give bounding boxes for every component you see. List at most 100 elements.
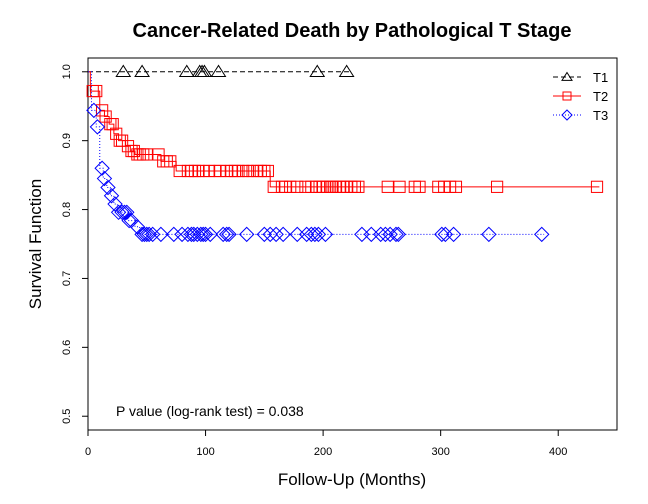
censor-marker: [390, 226, 407, 243]
censor-marker: [268, 226, 284, 243]
censor-marker: [310, 226, 327, 243]
series-t3: [86, 71, 550, 243]
censor-marker: [90, 84, 103, 98]
censor-marker: [309, 64, 326, 78]
censor-marker: [191, 64, 208, 78]
censor-marker: [238, 226, 255, 243]
censor-marker: [195, 226, 211, 243]
censor-marker: [284, 180, 297, 193]
censor-marker: [381, 180, 394, 193]
legend-label: T2: [593, 89, 608, 104]
censor-marker: [103, 188, 120, 204]
y-tick-label: 0.8: [61, 202, 73, 217]
censor-marker: [136, 226, 153, 243]
censor-marker: [134, 64, 150, 78]
censor-marker: [256, 226, 273, 243]
x-tick-label: 100: [196, 446, 214, 458]
censor-marker: [178, 64, 195, 78]
censor-marker: [166, 226, 182, 243]
censor-marker: [534, 226, 550, 243]
censor-marker: [140, 148, 153, 161]
censor-marker: [352, 180, 365, 193]
survival-curve-t3: [88, 71, 545, 235]
legend-marker: [561, 109, 573, 121]
x-tick-label: 0: [85, 446, 91, 458]
censor-marker: [388, 226, 404, 243]
censor-marker: [213, 164, 226, 178]
y-tick-label: 1.0: [61, 64, 73, 79]
y-axis-title: Survival Function: [26, 179, 45, 309]
x-tick-label: 200: [314, 446, 332, 458]
legend-item-t1: T1: [553, 70, 608, 85]
y-tick-label: 0.9: [61, 133, 73, 148]
censor-marker: [261, 164, 274, 178]
censor-marker: [307, 226, 323, 243]
censor-marker: [267, 180, 280, 193]
censor-marker: [144, 226, 161, 243]
censor-marker: [481, 226, 497, 243]
plot-frame: [87, 57, 618, 431]
censor-marker: [262, 226, 278, 243]
censor-marker: [141, 226, 157, 243]
logrank-annotation: P value (log-rank test) = 0.038: [116, 403, 304, 419]
censor-marker: [99, 110, 112, 123]
series-t2: [86, 71, 604, 193]
censor-marker: [116, 204, 133, 221]
censor-marker: [110, 204, 127, 221]
series-t1: [88, 64, 355, 78]
censor-marker: [106, 118, 119, 131]
censor-marker: [119, 204, 135, 221]
censor-marker: [210, 64, 227, 78]
censor-marker: [107, 196, 123, 212]
censor-marker: [303, 226, 320, 243]
censor-marker: [377, 226, 394, 243]
censor-marker: [173, 164, 186, 178]
censor-marker: [275, 226, 291, 243]
chart-title: Cancer-Related Death by Pathological T S…: [133, 20, 572, 42]
censor-marker: [298, 226, 315, 243]
censor-marker: [134, 226, 150, 243]
y-tick-label: 0.5: [61, 409, 73, 424]
censor-marker: [291, 180, 304, 193]
censor-marker: [196, 64, 213, 78]
censor-marker: [114, 204, 130, 221]
y-axis: 0.5 0.6 0.7 0.8 0.9 1.0: [61, 64, 88, 424]
censor-marker: [317, 226, 334, 243]
censor-marker: [437, 226, 454, 243]
censor-marker: [202, 226, 218, 243]
legend-label: T3: [593, 108, 608, 123]
legend: T1 T2 T3: [553, 70, 608, 123]
x-tick-label: 300: [431, 446, 449, 458]
censor-marker: [590, 180, 604, 193]
survival-curve-t2: [88, 71, 600, 188]
censor-marker: [115, 64, 132, 78]
survival-curves: [86, 64, 604, 243]
censor-marker: [382, 226, 398, 243]
legend-item-t3: T3: [553, 108, 608, 123]
legend-marker: [561, 71, 573, 81]
censor-marker: [194, 64, 210, 78]
censor-marker: [94, 160, 110, 176]
legend-label: T1: [593, 70, 608, 85]
censor-marker: [449, 180, 463, 193]
censor-marker: [219, 226, 235, 243]
censor-marker: [197, 226, 214, 243]
x-tick-label: 400: [549, 446, 567, 458]
censor-marker: [89, 119, 106, 135]
censor-marker: [100, 179, 116, 196]
censor-marker: [215, 226, 231, 243]
censor-marker: [164, 155, 177, 168]
censor-marker: [445, 226, 462, 243]
censor-marker: [490, 180, 504, 193]
censor-marker: [338, 64, 355, 78]
censor-marker: [393, 180, 406, 193]
y-tick-label: 0.7: [61, 271, 73, 286]
y-tick-label: 0.6: [61, 340, 73, 355]
censor-marker: [152, 148, 165, 161]
censor-marker: [413, 180, 426, 193]
censor-marker: [96, 104, 109, 117]
censor-marker: [139, 226, 155, 243]
legend-marker: [562, 91, 572, 101]
censor-marker: [121, 212, 137, 229]
